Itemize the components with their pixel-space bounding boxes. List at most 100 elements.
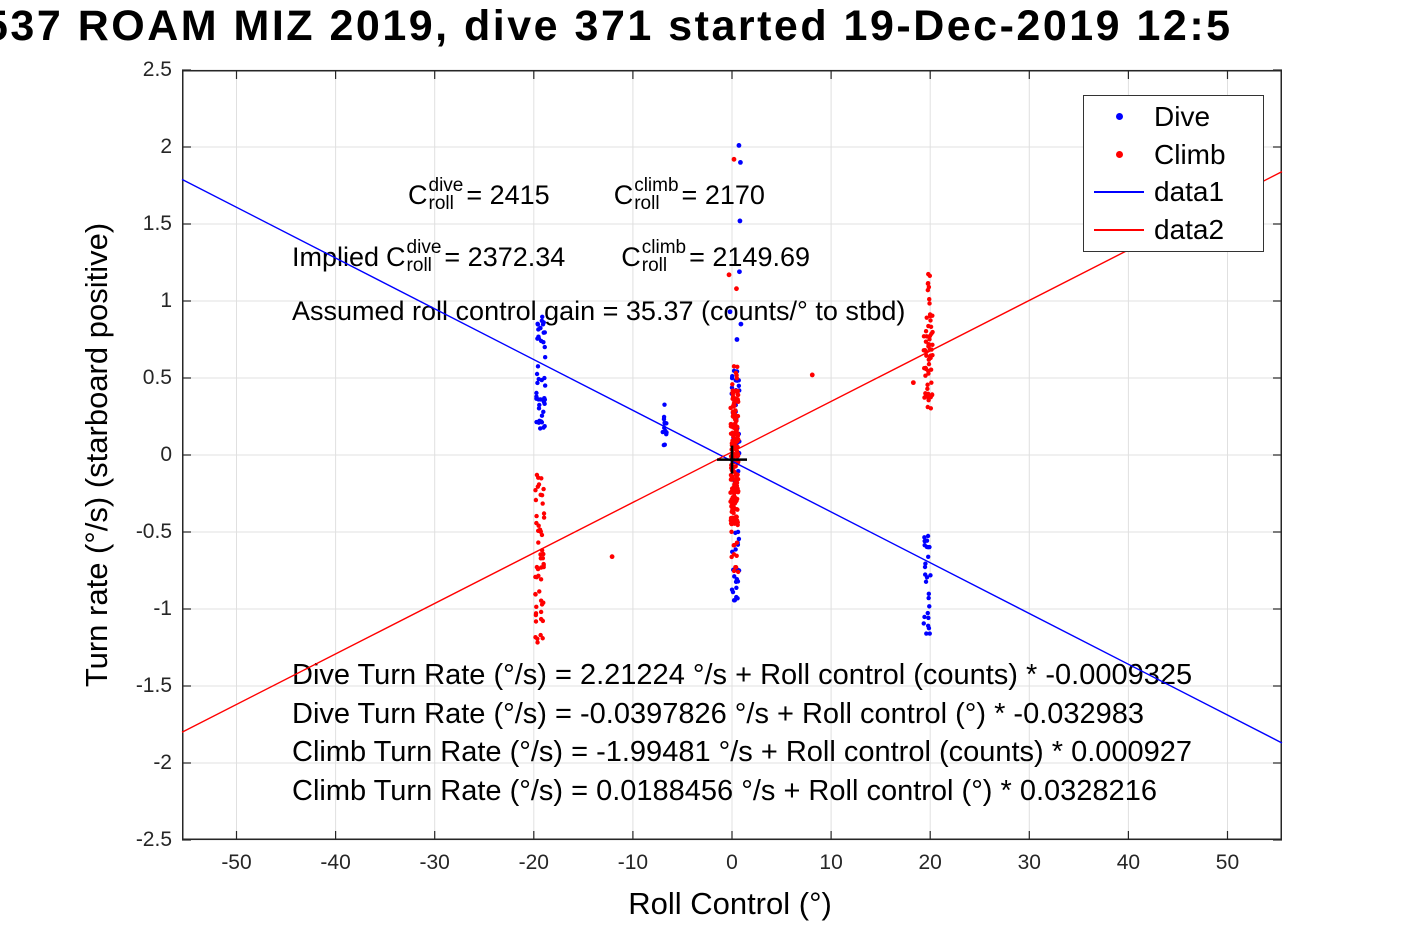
climb-point (732, 399, 737, 405)
climb-point (538, 616, 544, 622)
climb-point (726, 272, 732, 278)
climb-point (927, 354, 933, 360)
climb-point (926, 323, 931, 329)
climb-point (735, 486, 740, 491)
climb-point (732, 542, 737, 548)
dive-point (535, 364, 541, 369)
legend-label: Dive (1154, 100, 1211, 132)
climb-point (734, 375, 740, 381)
dive-point (661, 416, 667, 422)
dive-point (729, 587, 735, 592)
climb-point (533, 612, 539, 618)
climb-point (929, 331, 934, 337)
dive-point (921, 621, 926, 626)
climb-point (925, 281, 931, 286)
legend-marker (1115, 113, 1123, 121)
dive-point (536, 420, 542, 425)
climb-point (924, 353, 929, 358)
dive-point (542, 383, 548, 388)
dive-point (922, 564, 928, 570)
dive-point (925, 610, 930, 616)
climb-point (729, 500, 735, 505)
climb-point (731, 412, 737, 417)
y-tick-label: -2.5 (135, 828, 172, 851)
climb-point (927, 273, 933, 279)
climb-point (733, 515, 739, 520)
climb-point (927, 301, 932, 306)
dive-point (736, 383, 742, 388)
dive-point (925, 533, 931, 539)
climb-point (926, 361, 932, 367)
climb-point (734, 286, 739, 292)
climb-point (539, 602, 545, 607)
dive-point (927, 604, 932, 609)
dive-point (926, 554, 931, 559)
legend-label: data2 (1154, 214, 1225, 246)
climb-point (538, 609, 544, 615)
data2-line-icon (1084, 229, 1154, 232)
fit-equation-line: Dive Turn Rate (°/s) = 2.21224 °/s + Rol… (292, 659, 1193, 691)
y-tick-label: 2.5 (142, 58, 172, 81)
annotation-roll-gain: Assumed roll control gain = 35.37 (count… (292, 295, 906, 326)
x-tick-label: 40 (1116, 851, 1141, 874)
climb-point (926, 344, 931, 349)
dive-point (923, 579, 929, 584)
dive-point (922, 538, 927, 544)
y-tick-label: 1.5 (142, 212, 172, 235)
dive-point (541, 409, 546, 415)
x-tick-label: -30 (419, 851, 450, 874)
dive-point (536, 376, 541, 382)
climb-point (925, 382, 930, 387)
climb-point (809, 372, 815, 378)
climb-point (732, 482, 737, 487)
climb-point (929, 380, 934, 385)
legend-marker (1094, 191, 1144, 194)
climb-point (540, 501, 545, 506)
dive-point (729, 375, 735, 381)
climb-point (733, 388, 738, 394)
dive-point (542, 344, 547, 350)
dive-point (542, 330, 547, 335)
dive-point (538, 397, 543, 402)
dive-point (541, 425, 546, 430)
climb-point (735, 364, 740, 369)
climb-point (534, 520, 539, 526)
dive-point (736, 536, 742, 542)
x-tick-label: 0 (726, 851, 738, 874)
climb-point (729, 554, 734, 560)
dive-point (926, 591, 932, 597)
dive-point (733, 547, 738, 552)
climb-point (730, 490, 736, 495)
climb-point (733, 430, 738, 435)
climb-point (730, 422, 735, 427)
climb-point (731, 364, 737, 369)
climb-point (533, 487, 538, 493)
dive-point (732, 574, 737, 579)
y-tick-label: 2 (160, 135, 172, 158)
climb-point (541, 551, 546, 557)
climb-marker-icon (1084, 151, 1154, 159)
dive-point (922, 535, 927, 540)
dive-point (737, 269, 742, 275)
climb-point (538, 565, 544, 570)
dive-point (732, 598, 738, 603)
climb-point (930, 313, 935, 318)
dive-point (922, 572, 928, 577)
x-tick-label: -10 (617, 851, 649, 874)
dive-point (541, 320, 546, 325)
climb-point (922, 348, 928, 353)
dive-point (534, 371, 540, 377)
dive-point (735, 579, 741, 584)
climb-point (735, 472, 740, 477)
x-tick-label: -50 (221, 851, 252, 874)
climb-point (537, 589, 542, 594)
fit-equations: Dive Turn Rate (°/s) = 2.21224 °/s + Rol… (292, 656, 1192, 810)
climb-point (729, 529, 734, 534)
y-tick-label: 0 (160, 443, 172, 466)
dive-point (536, 336, 542, 341)
plot-data-layer (181, 143, 1283, 744)
dive-point (736, 143, 742, 148)
climb-point (734, 553, 739, 558)
